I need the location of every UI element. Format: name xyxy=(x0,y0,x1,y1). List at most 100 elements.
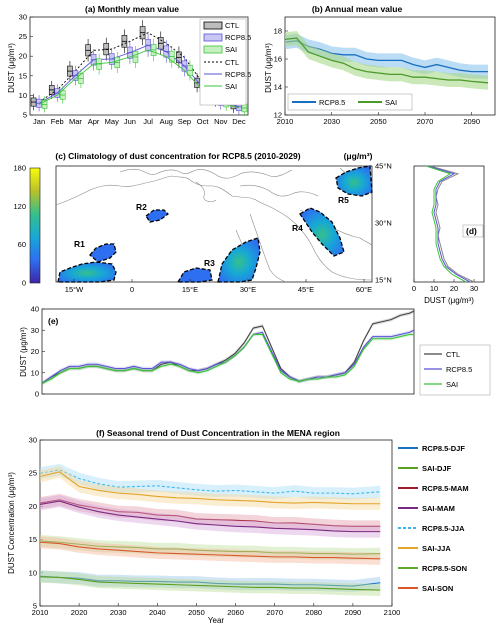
panel-f-ylabel: DUST Concentration (μg/m³) xyxy=(7,472,16,574)
panel-f-seasonal-trend: (f) Seasonal trend of Dust Concentration… xyxy=(7,428,469,625)
f-legend-label-RCP8.5-JJA: RCP8.5-JJA xyxy=(422,524,465,533)
b-ytick-label: 12 xyxy=(274,111,282,120)
legend-a-sai-box-label: SAI xyxy=(225,45,237,54)
region-r3-east xyxy=(217,237,261,283)
c-xtick-label: 30°E xyxy=(240,285,256,294)
colorbar-tick-label: 180 xyxy=(13,164,26,173)
d-line-SAI xyxy=(425,165,467,283)
f-band-SAI-SON xyxy=(40,536,381,565)
panel-a-ylabel: DUST (μg/m³) xyxy=(7,43,16,93)
legend-e-ctl-label: CTL xyxy=(446,350,460,359)
region-r4 xyxy=(299,207,345,257)
b-ytick-label: 16 xyxy=(274,55,282,64)
f-xtick-label: 2090 xyxy=(345,608,362,617)
colorbar-tick-label: 120 xyxy=(13,202,26,211)
panel-b-axes-frame xyxy=(284,16,496,116)
f-xtick-label: 2070 xyxy=(266,608,283,617)
f-xtick-label: 2060 xyxy=(227,608,244,617)
f-xtick-label: 2010 xyxy=(32,608,49,617)
c-xtick-label: 15°E xyxy=(182,285,198,294)
f-band-SAI-DJF xyxy=(40,570,381,597)
b-line-SAI xyxy=(284,37,489,84)
b-xtick-label: 2070 xyxy=(417,117,434,126)
panel-f-legend: RCP8.5-DJF SAI-DJF RCP8.5-MAM SAI-MAM RCP8.5… xyxy=(398,444,469,593)
e-line-CTL xyxy=(41,310,415,384)
f-ytick-label: 15 xyxy=(29,535,37,544)
f-xtick-label: 2100 xyxy=(384,608,401,617)
panel-f-title: (f) Seasonal trend of Dust Concentration… xyxy=(96,428,340,438)
a-xtick-label: Sep xyxy=(178,117,191,126)
f-legend-label-SAI-MAM: SAI-MAM xyxy=(422,504,455,513)
f-xtick-label: 2040 xyxy=(149,608,166,617)
a-xtick-label: Jun xyxy=(124,117,136,126)
e-band-CTL xyxy=(42,309,414,386)
panel-b-annual-mean: (b) Annual mean value DUST (μg/m³) 12 14 1… xyxy=(264,4,496,126)
panel-b-legend: RCP8.5 SAI xyxy=(287,93,413,111)
a-ytick-label: 30 xyxy=(19,13,27,22)
c-xtick-label: 60°E xyxy=(356,285,372,294)
a-xtick-label: Apr xyxy=(88,117,100,126)
region-label-r5: R5 xyxy=(338,195,349,205)
f-band-RCP8.5-DJF xyxy=(40,570,381,593)
colorbar-tick-label: 60 xyxy=(18,240,26,249)
f-legend-label-RCP8.5-SON: RCP8.5-SON xyxy=(422,564,467,573)
region-label-r3: R3 xyxy=(204,258,215,268)
legend-a-ctl-line-label: CTL xyxy=(225,58,239,67)
f-ytick-label: 10 xyxy=(29,568,37,577)
f-ytick-label: 25 xyxy=(29,469,37,478)
colorbar-tick-label: 0 xyxy=(22,279,26,288)
panel-b-ylabel: DUST (μg/m³) xyxy=(264,43,273,93)
a-ytick-label: 15 xyxy=(19,71,27,80)
e-ytick-label: 10 xyxy=(31,368,39,377)
e-ytick-label: 20 xyxy=(31,347,39,356)
c-xtick-label: 45°E xyxy=(298,285,314,294)
c-xtick-label: 0 xyxy=(130,285,134,294)
d-xtick-label: 0 xyxy=(412,284,416,293)
panel-d-axes-frame xyxy=(413,165,485,283)
a-xtick-label: Jan xyxy=(33,117,45,126)
f-line-SAI-DJF xyxy=(39,576,381,591)
f-ytick-label: 30 xyxy=(29,436,37,445)
legend-a-sai-box-swatch xyxy=(203,45,223,54)
f-xtick-label: 2020 xyxy=(71,608,88,617)
panel-a-axes-frame xyxy=(29,16,249,116)
panel-d-latitude-profile: (d) DUST (μg/m³) 0 10 20 30 xyxy=(412,165,485,305)
region-label-r2: R2 xyxy=(136,202,147,212)
legend-a-rcp-box-swatch xyxy=(203,33,223,42)
region-label-r4: R4 xyxy=(292,223,303,233)
legend-b-sai-label: SAI xyxy=(385,98,397,107)
region-r1-west xyxy=(57,261,117,283)
legend-e-rcp-label: RCP8.5 xyxy=(446,365,472,374)
b-band-SAI xyxy=(285,31,488,90)
d-line-CTL xyxy=(429,165,475,283)
region-label-r1: R1 xyxy=(74,239,85,249)
f-line-RCP8.5-DJF xyxy=(39,575,381,587)
b-xtick-label: 2050 xyxy=(370,117,387,126)
b-xtick-label: 2010 xyxy=(277,117,294,126)
a-xtick-label: Jul xyxy=(143,117,153,126)
d-xtick-label: 30 xyxy=(470,284,478,293)
c-ytick-label: 30°N xyxy=(375,219,392,228)
b-ytick-label: 18 xyxy=(274,27,282,36)
panel-c-title: (c) Climatology of dust concentration fo… xyxy=(55,151,300,161)
c-ytick-label: 15°N xyxy=(375,276,392,285)
region-r5 xyxy=(335,165,373,197)
a-ytick-label: 10 xyxy=(19,91,27,100)
panel-c-unit: (μg/m³) xyxy=(344,151,373,161)
panel-d-title: (d) xyxy=(466,226,477,236)
e-ytick-label: 30 xyxy=(31,326,39,335)
f-line-SAI-MAM xyxy=(39,500,381,533)
panel-e-title: (e) xyxy=(48,316,59,326)
region-r3-west xyxy=(176,267,213,283)
d-line-RCP8.5 xyxy=(427,165,471,283)
f-line-RCP8.5-SON xyxy=(39,540,381,555)
panel-a-monthly-mean: (a) Monthly mean value DUST (μg/m³) 5 10 1… xyxy=(7,4,251,126)
panel-e-ylabel: DUST (μg/m³) xyxy=(19,327,28,377)
f-xtick-label: 2050 xyxy=(188,608,205,617)
a-ytick-label: 20 xyxy=(19,52,27,61)
a-xtick-label: Mar xyxy=(69,117,82,126)
f-xtick-label: 2030 xyxy=(110,608,127,617)
f-line-SAI-JJA xyxy=(39,471,381,505)
e-ytick-label: 40 xyxy=(31,305,39,314)
